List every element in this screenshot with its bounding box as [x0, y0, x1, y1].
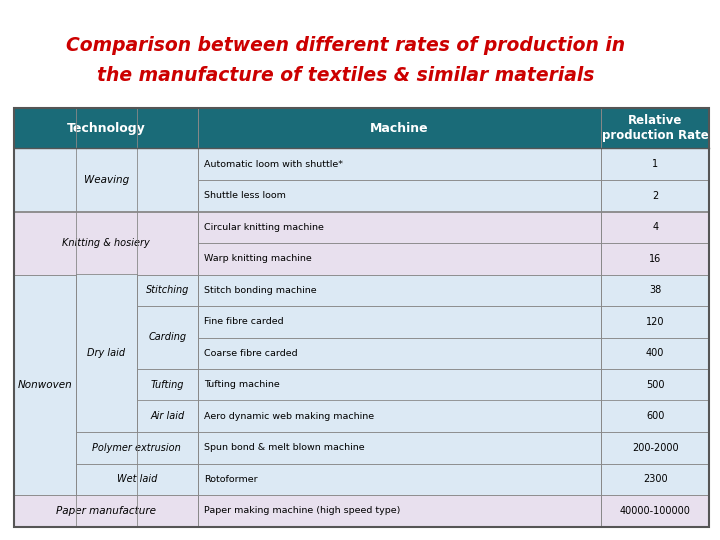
- Bar: [198, 338, 601, 369]
- Bar: [137, 274, 198, 306]
- Text: Paper manufacture: Paper manufacture: [56, 506, 156, 516]
- Bar: [198, 495, 601, 526]
- Bar: [76, 274, 137, 432]
- Text: 1: 1: [652, 159, 658, 169]
- Bar: [14, 274, 76, 495]
- Bar: [601, 338, 709, 369]
- Bar: [76, 432, 198, 463]
- Bar: [14, 463, 709, 495]
- Bar: [14, 212, 198, 274]
- Bar: [601, 148, 709, 180]
- Bar: [198, 108, 601, 148]
- Bar: [198, 243, 601, 274]
- Text: Shuttle less loom: Shuttle less loom: [204, 191, 286, 200]
- Bar: [14, 108, 709, 526]
- Text: Tufting: Tufting: [150, 380, 184, 390]
- Bar: [14, 148, 709, 180]
- Text: Nonwoven: Nonwoven: [17, 380, 73, 390]
- Text: 400: 400: [646, 348, 665, 358]
- Text: 500: 500: [646, 380, 665, 390]
- Bar: [14, 148, 198, 212]
- Bar: [601, 180, 709, 212]
- Text: Comparison between different rates of production in: Comparison between different rates of pr…: [66, 36, 625, 56]
- Text: Warp knitting machine: Warp knitting machine: [204, 254, 312, 263]
- Ellipse shape: [432, 0, 720, 84]
- Text: Air laid: Air laid: [150, 411, 184, 421]
- Text: 120: 120: [646, 317, 665, 327]
- Bar: [198, 274, 601, 306]
- Bar: [198, 463, 601, 495]
- Bar: [14, 401, 709, 432]
- Text: Spun bond & melt blown machine: Spun bond & melt blown machine: [204, 443, 364, 452]
- Text: 2300: 2300: [643, 474, 667, 484]
- Text: 16: 16: [649, 254, 662, 264]
- Bar: [137, 369, 198, 401]
- Bar: [198, 180, 601, 212]
- Bar: [137, 306, 198, 369]
- Text: Weaving: Weaving: [84, 175, 129, 185]
- Text: Stitching: Stitching: [145, 285, 189, 295]
- Text: Automatic loom with shuttle*: Automatic loom with shuttle*: [204, 160, 343, 168]
- Bar: [198, 432, 601, 463]
- Text: Coarse fibre carded: Coarse fibre carded: [204, 349, 297, 357]
- Text: 200-2000: 200-2000: [632, 443, 678, 453]
- Bar: [601, 306, 709, 338]
- Bar: [601, 212, 709, 243]
- Bar: [198, 148, 601, 180]
- Text: Fine fibre carded: Fine fibre carded: [204, 317, 284, 326]
- Text: Paper making machine (high speed type): Paper making machine (high speed type): [204, 507, 400, 515]
- Text: Dry laid: Dry laid: [87, 348, 125, 358]
- Bar: [601, 274, 709, 306]
- Text: Wet laid: Wet laid: [117, 474, 157, 484]
- Bar: [14, 495, 709, 526]
- Text: Rotoformer: Rotoformer: [204, 475, 257, 484]
- Bar: [14, 212, 709, 243]
- Text: 40000-100000: 40000-100000: [620, 506, 690, 516]
- Bar: [76, 463, 198, 495]
- Text: the manufacture of textiles & similar materials: the manufacture of textiles & similar ma…: [97, 66, 594, 85]
- Text: 4: 4: [652, 222, 658, 232]
- Text: 600: 600: [646, 411, 665, 421]
- Bar: [14, 108, 198, 148]
- Bar: [14, 495, 198, 526]
- Bar: [601, 432, 709, 463]
- Ellipse shape: [36, 0, 720, 70]
- Bar: [601, 108, 709, 148]
- Bar: [14, 338, 709, 369]
- Bar: [198, 306, 601, 338]
- Bar: [601, 243, 709, 274]
- Bar: [14, 432, 709, 463]
- Bar: [14, 274, 709, 306]
- Text: Tufting machine: Tufting machine: [204, 380, 279, 389]
- Bar: [198, 401, 601, 432]
- Text: Knitting & hosiery: Knitting & hosiery: [63, 238, 150, 248]
- Bar: [14, 306, 709, 338]
- Bar: [0, 0, 720, 124]
- Bar: [601, 369, 709, 401]
- Text: 2: 2: [652, 191, 658, 201]
- Bar: [137, 401, 198, 432]
- Text: Carding: Carding: [148, 333, 186, 342]
- Bar: [601, 463, 709, 495]
- Text: 38: 38: [649, 285, 662, 295]
- Text: Machine: Machine: [370, 122, 429, 135]
- Text: Stitch bonding machine: Stitch bonding machine: [204, 286, 316, 295]
- Text: Circular knitting machine: Circular knitting machine: [204, 222, 323, 232]
- Bar: [14, 180, 709, 212]
- Ellipse shape: [252, 0, 720, 78]
- Text: Technology: Technology: [67, 122, 145, 135]
- Text: Polymer extrusion: Polymer extrusion: [92, 443, 181, 453]
- Bar: [198, 369, 601, 401]
- Text: Aero dynamic web making machine: Aero dynamic web making machine: [204, 411, 374, 421]
- Bar: [198, 212, 601, 243]
- Bar: [601, 401, 709, 432]
- Bar: [601, 495, 709, 526]
- Bar: [14, 243, 709, 274]
- Bar: [14, 369, 709, 401]
- Text: Relative
production Rate: Relative production Rate: [602, 114, 708, 142]
